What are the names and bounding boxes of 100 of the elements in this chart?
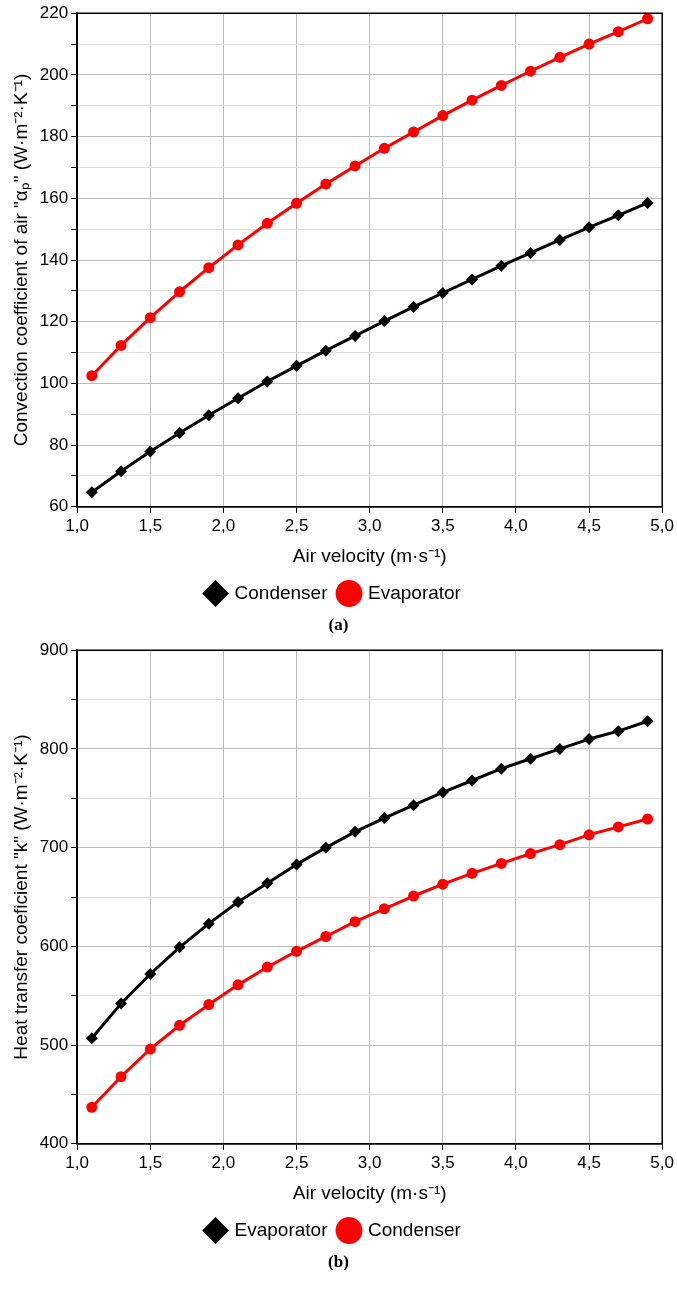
point <box>232 392 245 405</box>
point <box>642 813 654 825</box>
point <box>290 359 303 372</box>
point <box>144 968 157 980</box>
point <box>378 142 390 154</box>
point <box>319 344 332 357</box>
point <box>232 239 244 251</box>
x-tick-label: 1,0 <box>65 515 89 535</box>
y-tick-label: 900 <box>39 639 69 659</box>
point <box>86 1101 98 1113</box>
point <box>495 79 507 91</box>
point <box>641 196 654 209</box>
point <box>173 941 186 954</box>
x-tick-label: 1,5 <box>138 515 163 535</box>
x-tick-label: 4,0 <box>504 1152 528 1172</box>
point <box>583 221 596 234</box>
legend-label: Evaporator <box>234 1218 329 1240</box>
point <box>612 821 624 833</box>
y-tick-label: 120 <box>39 311 69 331</box>
point <box>495 762 508 775</box>
point <box>144 312 156 324</box>
point <box>320 930 332 942</box>
x-tick-label: 2,0 <box>211 1152 236 1172</box>
point <box>437 878 449 890</box>
y-tick-label: 160 <box>39 187 69 207</box>
x-tick-label: 4,5 <box>577 1152 601 1172</box>
point <box>495 857 507 869</box>
y-tick-label: 60 <box>49 496 69 516</box>
point <box>144 445 157 458</box>
x-tick-label: 3,5 <box>430 1152 455 1172</box>
point <box>85 1032 98 1045</box>
point <box>553 233 566 246</box>
x-tick-label: 4,0 <box>504 515 528 535</box>
point <box>612 725 625 738</box>
point <box>349 916 361 928</box>
point <box>115 997 128 1010</box>
point <box>378 315 391 328</box>
point <box>553 742 566 755</box>
point <box>349 825 362 838</box>
point <box>407 300 420 313</box>
point <box>86 370 98 382</box>
point <box>261 961 273 973</box>
x-tick-label: 4,5 <box>577 515 601 535</box>
point <box>85 486 98 499</box>
y-tick-label: 800 <box>39 738 69 758</box>
point <box>319 841 332 854</box>
x-axis-title: Air velocity (m·s⁻¹) <box>292 1181 447 1203</box>
point <box>524 246 537 259</box>
point <box>436 786 449 799</box>
point <box>583 733 596 746</box>
point <box>466 867 478 879</box>
y-tick-label: 140 <box>39 249 69 269</box>
point <box>144 1043 156 1055</box>
point <box>291 945 303 957</box>
point <box>203 999 215 1011</box>
y-tick-label: 500 <box>39 1034 69 1054</box>
legend-label: Evaporator <box>368 581 462 603</box>
x-tick-label: 2,5 <box>284 515 309 535</box>
x-tick-label: 3,0 <box>357 1152 382 1172</box>
text: (a) <box>327 614 350 636</box>
point <box>261 375 274 388</box>
point <box>320 178 332 190</box>
point <box>583 38 595 50</box>
point <box>261 877 274 890</box>
x-axis-title: Air velocity (m·s⁻¹) <box>292 544 447 566</box>
y-tick-label: 80 <box>49 434 69 454</box>
point <box>408 890 420 902</box>
point <box>525 848 537 860</box>
x-tick-label: 1,0 <box>65 1152 89 1172</box>
point <box>612 26 624 38</box>
point <box>261 217 273 229</box>
y-tick-label: 600 <box>39 936 69 956</box>
point <box>203 262 215 274</box>
point <box>525 65 537 77</box>
point <box>466 774 479 787</box>
point <box>173 427 186 440</box>
x-tick-label: 5,0 <box>650 515 674 535</box>
x-tick-label: 2,0 <box>211 515 236 535</box>
point <box>290 858 303 871</box>
point <box>437 110 449 122</box>
point <box>115 339 127 351</box>
x-tick-label: 3,5 <box>430 515 455 535</box>
point <box>378 812 391 825</box>
y-axis-title: Heat transfer coeficient "k" (W·m⁻²·K⁻¹) <box>9 734 31 1060</box>
point <box>466 273 479 286</box>
y-tick-label: 180 <box>39 126 69 146</box>
point <box>291 197 303 209</box>
point <box>612 209 625 222</box>
point <box>232 979 244 991</box>
point <box>495 259 508 272</box>
point <box>202 409 215 422</box>
point <box>349 329 362 342</box>
point <box>174 286 186 298</box>
point <box>466 94 478 106</box>
legend-label: Condenser <box>234 581 329 603</box>
point <box>524 752 537 765</box>
point <box>349 160 361 172</box>
point <box>115 465 128 478</box>
point <box>115 1071 127 1083</box>
point <box>583 829 595 841</box>
